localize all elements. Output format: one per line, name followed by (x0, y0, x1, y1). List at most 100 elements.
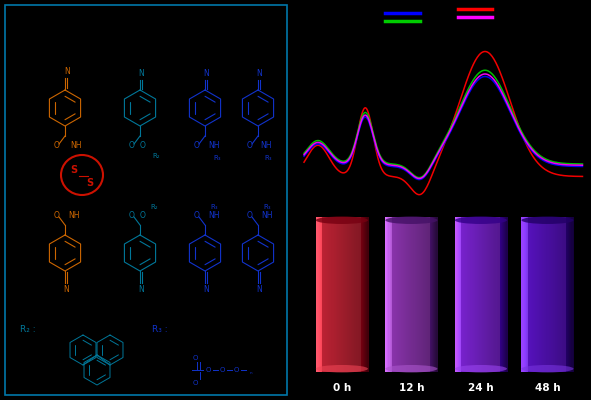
Bar (540, 218, 542, 372)
Bar (326, 218, 328, 372)
Bar (567, 218, 569, 372)
Bar (525, 218, 527, 372)
Bar (5, 5, 287, 395)
Bar (385, 218, 387, 372)
Text: N: N (203, 70, 209, 78)
Bar (539, 218, 541, 372)
Bar (359, 218, 361, 372)
Bar (464, 218, 466, 372)
Bar (318, 218, 320, 372)
Text: N: N (64, 68, 70, 76)
Text: O: O (247, 210, 253, 220)
Bar (356, 218, 358, 372)
Bar (525, 218, 528, 372)
Ellipse shape (521, 216, 573, 224)
Bar (473, 218, 476, 372)
Bar (364, 218, 366, 372)
Bar (469, 218, 472, 372)
Text: O: O (247, 142, 253, 150)
Bar (466, 218, 468, 372)
Bar (487, 218, 489, 372)
Bar (410, 218, 413, 372)
Bar (529, 218, 531, 372)
Text: NH: NH (68, 210, 80, 220)
Bar (316, 218, 318, 372)
Ellipse shape (455, 216, 507, 224)
Bar (323, 218, 325, 372)
Bar (388, 218, 391, 372)
Bar (469, 218, 470, 372)
Bar (504, 218, 506, 372)
Bar (329, 218, 330, 372)
Text: O: O (205, 367, 210, 373)
Bar (436, 218, 437, 372)
Text: R₂: R₂ (150, 204, 158, 210)
Bar (506, 218, 508, 372)
Ellipse shape (521, 365, 573, 372)
Bar (395, 218, 397, 372)
Bar (336, 218, 337, 372)
Bar (418, 218, 421, 372)
Bar (414, 218, 415, 372)
Bar (434, 218, 436, 372)
Bar (406, 218, 408, 372)
Bar (422, 218, 424, 372)
Bar (426, 218, 428, 372)
Text: O: O (194, 210, 200, 220)
Bar (554, 218, 556, 372)
Bar (486, 218, 488, 372)
Bar (496, 218, 498, 372)
Bar (317, 218, 319, 372)
Bar (325, 218, 327, 372)
Text: R₃ :: R₃ : (152, 326, 168, 334)
Bar (478, 218, 480, 372)
Bar (391, 218, 392, 372)
Bar (467, 218, 469, 372)
Text: NH: NH (208, 210, 219, 220)
Bar (485, 218, 487, 372)
Bar (459, 218, 461, 372)
Bar (533, 218, 535, 372)
Bar (327, 218, 329, 372)
Bar (392, 218, 394, 372)
Text: N: N (256, 284, 262, 294)
Bar (479, 218, 480, 372)
Bar (340, 218, 342, 372)
Bar (545, 218, 547, 372)
Bar (521, 218, 524, 372)
Bar (347, 218, 349, 372)
Bar (544, 218, 546, 372)
Bar (342, 218, 344, 372)
Bar (421, 218, 423, 372)
Bar (433, 218, 435, 372)
Bar (472, 218, 473, 372)
Bar (346, 218, 348, 372)
Bar (541, 218, 543, 372)
Bar (367, 218, 369, 372)
Bar (535, 218, 537, 372)
Bar (343, 218, 345, 372)
Text: NH: NH (260, 142, 271, 150)
Bar (491, 218, 492, 372)
Bar (428, 218, 430, 372)
Bar (351, 218, 353, 372)
Text: N: N (138, 70, 144, 78)
Text: S: S (70, 165, 77, 175)
Bar (417, 218, 418, 372)
Bar (560, 218, 562, 372)
Bar (548, 218, 550, 372)
Text: 24 h: 24 h (468, 384, 493, 394)
Bar (460, 218, 462, 372)
Bar (363, 218, 365, 372)
Bar (339, 218, 340, 372)
Bar (324, 218, 326, 372)
Text: O: O (194, 142, 200, 150)
Ellipse shape (316, 365, 368, 372)
Ellipse shape (455, 365, 507, 372)
Bar (501, 218, 502, 372)
Bar (429, 218, 431, 372)
Bar (564, 218, 566, 372)
Text: R₃: R₃ (263, 204, 271, 210)
Bar (365, 218, 367, 372)
Text: R₂: R₂ (152, 153, 160, 159)
